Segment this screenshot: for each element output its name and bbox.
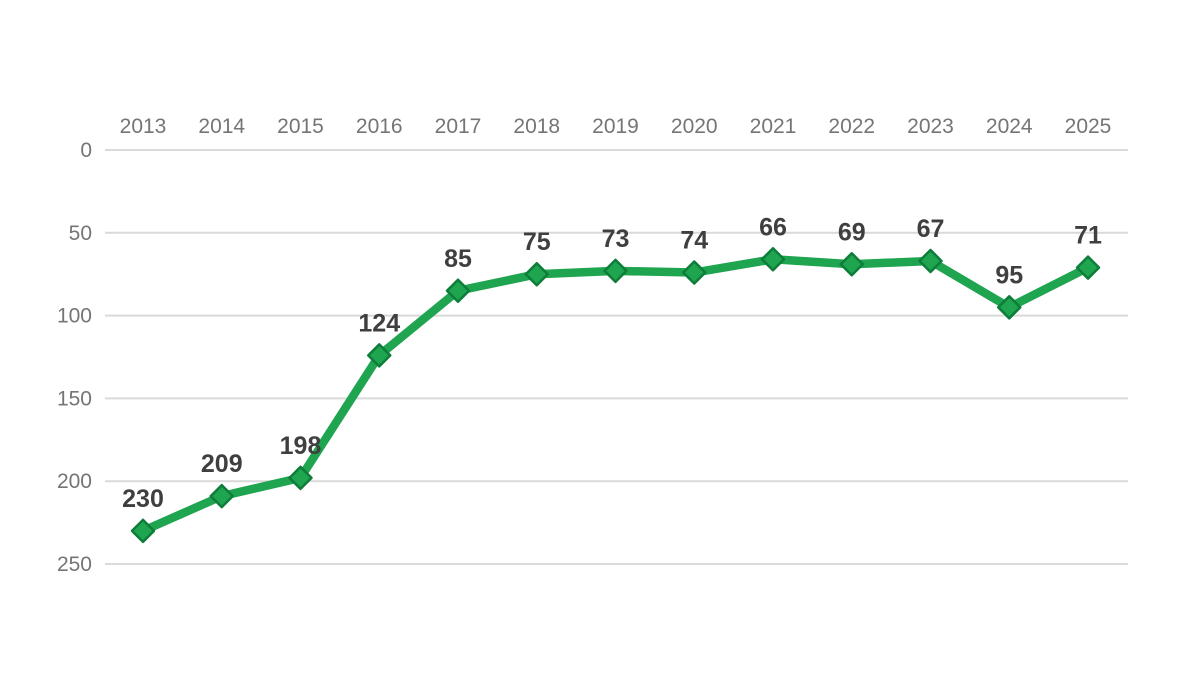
data-point-marker [997, 295, 1022, 320]
data-point-value-label: 85 [444, 245, 472, 273]
data-point-value-label: 69 [838, 218, 866, 246]
data-point-marker [524, 261, 549, 287]
x-axis-year-label: 2018 [513, 115, 560, 138]
data-point-value-label: 198 [280, 432, 322, 460]
x-axis-year-label: 2017 [435, 115, 482, 138]
x-axis-year-label: 2014 [198, 115, 245, 138]
x-axis-year-label: 2016 [356, 115, 403, 138]
data-point-marker [918, 248, 943, 274]
data-point-marker [445, 278, 471, 304]
data-point-marker [682, 260, 707, 285]
y-axis-tick-label: 100 [57, 305, 92, 328]
y-axis-tick-label: 200 [57, 470, 92, 493]
data-point-value-label: 67 [917, 215, 945, 243]
data-point-marker [288, 465, 313, 491]
y-axis-tick-label: 0 [80, 139, 92, 162]
x-axis-year-label: 2025 [1065, 115, 1112, 138]
data-point-marker [603, 258, 628, 284]
data-point-value-label: 73 [602, 225, 630, 253]
data-point-value-label: 74 [680, 227, 708, 255]
x-axis-year-label: 2022 [828, 115, 875, 138]
data-point-marker [130, 518, 156, 544]
data-point-marker [760, 247, 786, 272]
data-point-value-label: 209 [201, 450, 243, 478]
y-axis-tick-label: 150 [57, 387, 92, 410]
x-axis-year-label: 2013 [120, 115, 167, 138]
data-point-marker [367, 343, 392, 368]
data-point-marker [839, 252, 864, 277]
data-point-value-label: 95 [995, 261, 1023, 289]
data-point-marker [1075, 255, 1101, 280]
data-point-value-label: 66 [759, 213, 787, 241]
x-axis-year-label: 2019 [592, 115, 639, 138]
data-point-value-label: 75 [523, 228, 551, 256]
data-point-value-label: 230 [122, 485, 164, 513]
y-axis-tick-label: 250 [57, 553, 92, 576]
x-axis-year-label: 2023 [907, 115, 954, 138]
data-point-marker [209, 483, 234, 509]
x-axis-year-label: 2020 [671, 115, 718, 138]
data-point-value-label: 71 [1074, 222, 1102, 250]
y-axis-tick-label: 50 [69, 222, 92, 245]
data-point-value-label: 124 [358, 309, 400, 337]
x-axis-year-label: 2015 [277, 115, 324, 138]
x-axis-year-label: 2024 [986, 115, 1033, 138]
x-axis-year-label: 2021 [750, 115, 797, 138]
